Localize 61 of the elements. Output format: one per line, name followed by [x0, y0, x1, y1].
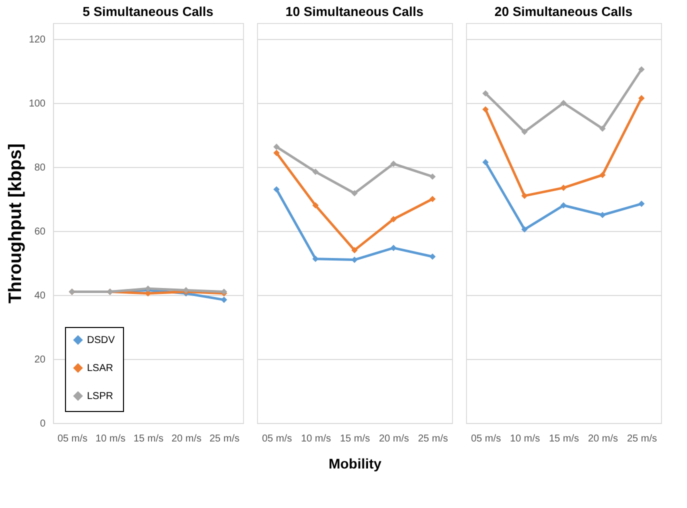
x-tick-label: 20 m/s — [171, 434, 202, 444]
point — [599, 125, 606, 132]
point — [429, 196, 436, 202]
x-tick-label: 15 m/s — [548, 434, 580, 444]
point — [482, 159, 489, 166]
point — [638, 200, 645, 207]
point — [351, 190, 358, 196]
point — [482, 90, 489, 97]
point — [273, 150, 280, 156]
point — [390, 244, 397, 252]
point — [273, 144, 280, 150]
y-tick-label: 120 — [28, 34, 46, 46]
point — [220, 296, 228, 303]
x-tick-label: 15 m/s — [133, 434, 164, 444]
x-tick-label: 25 m/s — [418, 434, 448, 444]
x-tick-label: 10 m/s — [95, 434, 126, 444]
y-axis-title: Throughput [kbps] — [4, 144, 25, 304]
x-tick-label: 25 m/s — [209, 434, 240, 444]
legend-label: LSAR — [87, 363, 114, 374]
point — [273, 186, 280, 193]
point — [599, 212, 606, 218]
y-tick-label: 20 — [34, 354, 46, 366]
point — [390, 160, 397, 167]
point — [429, 253, 436, 260]
point — [482, 106, 489, 113]
y-tick-label: 0 — [40, 418, 46, 430]
point — [560, 202, 567, 209]
point — [521, 192, 528, 199]
point — [351, 247, 358, 254]
point — [351, 256, 358, 263]
x-tick-label: 05 m/s — [262, 434, 292, 444]
legend-label: LSPR — [87, 391, 114, 402]
point — [638, 95, 645, 102]
chart-title: 20 Simultaneous Calls — [494, 4, 632, 19]
point — [521, 128, 528, 135]
y-tick-label: 80 — [34, 162, 46, 174]
point — [638, 66, 645, 73]
x-tick-label: 20 m/s — [588, 434, 618, 444]
x-tick-label: 25 m/s — [626, 434, 658, 444]
point — [560, 100, 567, 106]
chart-title: 5 Simultaneous Calls — [82, 4, 214, 19]
point — [312, 256, 319, 262]
y-tick-label: 100 — [28, 98, 46, 110]
chart-title: 10 Simultaneous Calls — [286, 4, 424, 19]
x-tick-label: 05 m/s — [470, 434, 502, 444]
x-tick-label: 05 m/s — [57, 434, 88, 444]
x-tick-label: 10 m/s — [300, 434, 332, 444]
y-tick-label: 40 — [34, 290, 46, 302]
point — [429, 173, 436, 180]
point — [599, 172, 606, 178]
legend-label: DSDV — [87, 335, 116, 346]
x-tick-label: 20 m/s — [378, 434, 410, 444]
y-tick-label: 60 — [34, 226, 46, 238]
point — [312, 168, 319, 175]
point — [312, 202, 319, 209]
point — [560, 184, 567, 191]
x-tick-label: 10 m/s — [510, 434, 540, 444]
point — [521, 226, 528, 233]
point — [390, 216, 397, 222]
x-tick-label: 15 m/s — [340, 434, 370, 444]
x-axis-title: Mobility — [328, 456, 382, 472]
